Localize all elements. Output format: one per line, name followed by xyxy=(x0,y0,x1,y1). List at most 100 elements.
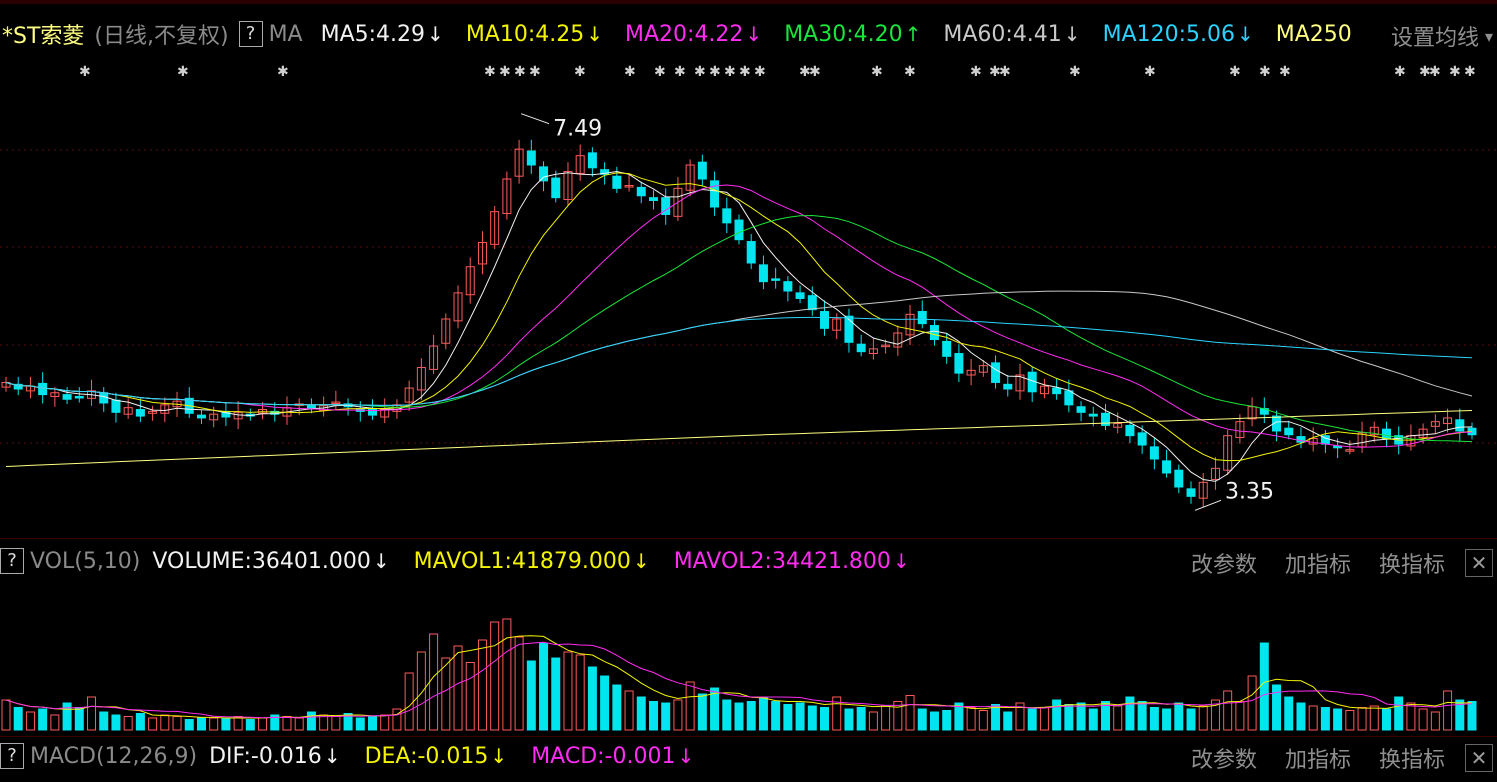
signal-marker-icon: ✱ xyxy=(499,64,511,80)
volume-bar xyxy=(1076,702,1086,731)
candle-up xyxy=(1113,423,1123,428)
volume-bar xyxy=(820,707,830,731)
volume-bar xyxy=(600,675,610,731)
volume-bar xyxy=(917,708,927,731)
volume-bar xyxy=(1296,702,1306,731)
volume-bar xyxy=(795,702,805,731)
macd-switch-indicator-button[interactable]: 换指标 xyxy=(1378,748,1445,773)
volume-bar xyxy=(282,716,292,731)
candle-down xyxy=(795,292,805,299)
volume-bar xyxy=(1015,702,1025,731)
signal-marker-icon: ✱ xyxy=(1069,64,1081,80)
volume-bar xyxy=(258,717,268,731)
volume-bar xyxy=(1357,707,1367,731)
candle-up xyxy=(1198,481,1208,499)
volume-tools: 改参数 加指标 换指标 ✕ xyxy=(1163,547,1493,579)
candle-up xyxy=(514,148,524,177)
volume-bar xyxy=(1333,708,1343,731)
mavol1-line xyxy=(5,635,1473,719)
candle-up xyxy=(441,318,451,344)
signal-marker-icon: ✱ xyxy=(624,64,636,80)
volume-bar xyxy=(38,708,48,731)
macd-change-params-button[interactable]: 改参数 xyxy=(1190,748,1257,773)
volume-bar xyxy=(551,657,561,731)
ma-value-label: MA10:4.25 xyxy=(465,21,585,47)
volume-bar xyxy=(1125,696,1135,731)
volume-close-icon[interactable]: ✕ xyxy=(1465,549,1493,577)
candle-down xyxy=(539,166,549,182)
volume-bar xyxy=(1198,705,1208,731)
volume-help-button[interactable]: ? xyxy=(0,548,24,574)
volume-bar xyxy=(245,719,255,731)
candle-up xyxy=(1430,421,1440,427)
candle-up xyxy=(1308,437,1318,445)
volume-bar xyxy=(1308,705,1318,731)
volume-value-label: VOLUME:36401.000 xyxy=(152,548,371,574)
signal-marker-icon: ✱ xyxy=(739,64,751,80)
macd-help-button[interactable]: ? xyxy=(0,743,24,769)
volume-bar xyxy=(1,699,11,731)
macd-close-icon[interactable]: ✕ xyxy=(1465,744,1493,772)
volume-bar xyxy=(1369,705,1379,731)
ma20-line xyxy=(5,184,1472,448)
dropdown-icon[interactable]: ▾ xyxy=(1484,26,1493,46)
candle-down xyxy=(526,150,536,166)
volume-bar xyxy=(196,717,206,731)
ma-value-label: MA250 xyxy=(1275,21,1352,47)
macd-indicator-name[interactable]: MACD(12,26,9) xyxy=(30,743,198,769)
signal-marker-icon: ✱ xyxy=(1429,64,1441,80)
signal-marker-icon: ✱ xyxy=(177,64,189,80)
volume-change-params-button[interactable]: 改参数 xyxy=(1190,553,1257,578)
candle-up xyxy=(966,369,976,376)
candle-down xyxy=(111,399,121,413)
volume-add-indicator-button[interactable]: 加指标 xyxy=(1284,553,1351,578)
volume-switch-indicator-button[interactable]: 换指标 xyxy=(1378,553,1445,578)
signal-marker-icon: ✱ xyxy=(754,64,766,80)
trend-arrow-icon: ↓ xyxy=(586,21,603,46)
volume-bar xyxy=(978,710,988,731)
volume-bar xyxy=(416,651,426,731)
volume-bar xyxy=(624,690,634,731)
candle-up xyxy=(868,348,878,355)
candle-up xyxy=(209,413,219,421)
volume-bar xyxy=(1381,708,1391,731)
candle-down xyxy=(1162,460,1172,474)
volume-bar xyxy=(1174,702,1184,731)
volume-bar xyxy=(1345,710,1355,731)
candle-up xyxy=(416,367,426,391)
signal-marker-icon: ✱ xyxy=(1449,64,1461,80)
settings-ma-label[interactable]: 设置均线 xyxy=(1390,26,1479,51)
settings-ma[interactable]: 设置均线 ▾ xyxy=(1391,20,1493,52)
volume-bar xyxy=(1088,708,1098,731)
ma-label[interactable]: MA xyxy=(268,21,303,47)
volume-bar xyxy=(368,716,377,731)
low-price-label: 3.35 xyxy=(1225,479,1274,504)
ma-value-1: MA10:4.25 ↓ xyxy=(466,22,609,47)
ma-values: MA5:4.29 ↓ MA10:4.25 ↓ MA20:4.22 ↓ MA30:4.20 ↑ M… xyxy=(321,22,1368,47)
candle-down xyxy=(62,394,72,400)
candle-up xyxy=(893,332,903,348)
volume-bar xyxy=(294,717,304,731)
candle-up xyxy=(1223,435,1233,471)
volume-separator xyxy=(0,538,1497,539)
signal-marker-icon: ✱ xyxy=(484,64,496,80)
signal-marker-icon: ✱ xyxy=(1279,64,1291,80)
stock-name: *ST索菱 xyxy=(2,24,85,49)
volume-header: ? VOL(5,10) VOLUME:36401.000 ↓ MAVOL1:4187… xyxy=(0,547,940,575)
help-button[interactable]: ? xyxy=(238,21,263,47)
trend-arrow-icon: ↓ xyxy=(323,743,341,768)
candle-up xyxy=(50,392,60,397)
volume-bar xyxy=(563,651,573,731)
volume-indicator-name[interactable]: VOL(5,10) xyxy=(30,548,141,574)
candle-down xyxy=(1272,415,1282,432)
volume-bar xyxy=(1223,690,1233,731)
volume-value-1: MAVOL1:41879.000 ↓ xyxy=(414,549,656,574)
candle-down xyxy=(38,382,48,396)
candle-up xyxy=(123,407,133,415)
macd-add-indicator-button[interactable]: 加指标 xyxy=(1284,748,1351,773)
candle-up xyxy=(1369,426,1379,436)
volume-bar xyxy=(50,714,60,731)
trend-arrow-icon: ↓ xyxy=(427,21,444,46)
candle-down xyxy=(1101,412,1110,426)
